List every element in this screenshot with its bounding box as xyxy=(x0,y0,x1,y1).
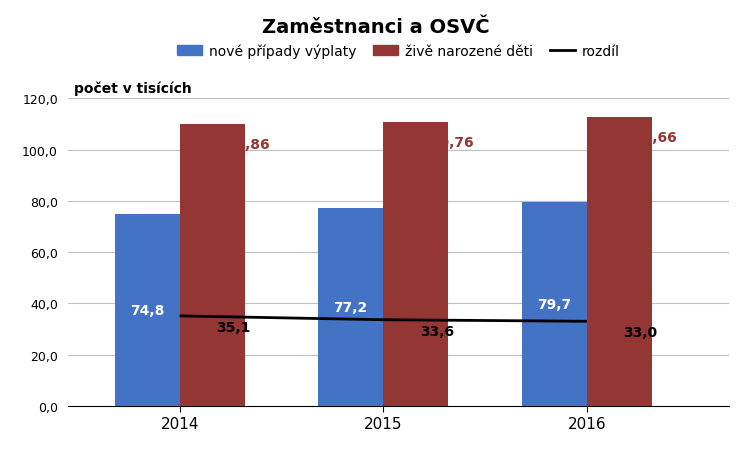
Text: 33,0: 33,0 xyxy=(623,326,658,339)
Bar xyxy=(587,118,652,406)
Text: 109,86: 109,86 xyxy=(217,138,270,152)
Text: počet v tisících: počet v tisících xyxy=(74,82,192,96)
Text: 112,66: 112,66 xyxy=(623,131,678,145)
Bar xyxy=(318,209,384,406)
Bar xyxy=(180,125,245,406)
Text: 110,76: 110,76 xyxy=(420,136,474,150)
Bar xyxy=(522,202,587,406)
Text: 77,2: 77,2 xyxy=(334,300,368,314)
Text: 74,8: 74,8 xyxy=(130,304,164,318)
Bar xyxy=(384,123,448,406)
Text: 79,7: 79,7 xyxy=(537,297,572,311)
Text: 35,1: 35,1 xyxy=(217,320,250,334)
Text: Zaměstnanci a OSVČ: Zaměstnanci a OSVČ xyxy=(262,18,490,37)
Text: 33,6: 33,6 xyxy=(420,324,454,338)
Bar xyxy=(114,215,180,406)
Legend: nové případy výplaty, živě narozené děti, rozdíl: nové případy výplaty, živě narozené děti… xyxy=(171,39,626,64)
